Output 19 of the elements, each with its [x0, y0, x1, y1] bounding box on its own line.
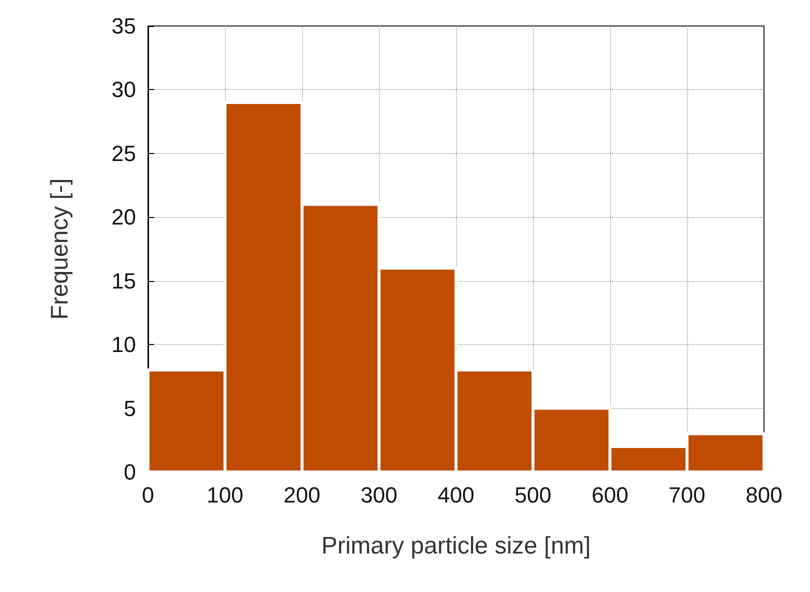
x-tick-label: 0	[142, 482, 154, 508]
x-tick-label: 400	[438, 482, 474, 508]
y-tick-label: 10	[112, 332, 136, 358]
x-tick-label: 800	[746, 482, 782, 508]
y-tick-label: 30	[112, 77, 136, 102]
x-tick-label: 700	[668, 482, 706, 508]
y-tick-label: 5	[124, 396, 136, 421]
x-tick-label: 100	[206, 482, 244, 508]
x-tick-label: 500	[514, 482, 552, 508]
x-tick-label: 200	[284, 482, 320, 508]
y-tick-label: 25	[112, 140, 136, 166]
y-tick-label: 0	[124, 460, 136, 484]
y-tick-label: 35	[112, 14, 136, 38]
x-tick-label: 300	[360, 482, 398, 508]
y-tick-label: 15	[112, 268, 136, 294]
x-tick-label: 600	[592, 482, 628, 508]
y-tick-label: 20	[112, 204, 136, 230]
y-axis-title: Frequency [-]	[46, 178, 74, 320]
x-axis-title: Primary particle size [nm]	[321, 532, 591, 560]
